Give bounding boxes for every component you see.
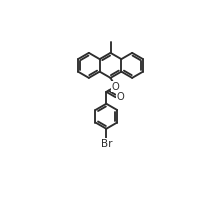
Text: O: O: [116, 92, 124, 102]
Text: O: O: [112, 82, 119, 92]
Text: Br: Br: [101, 139, 112, 149]
